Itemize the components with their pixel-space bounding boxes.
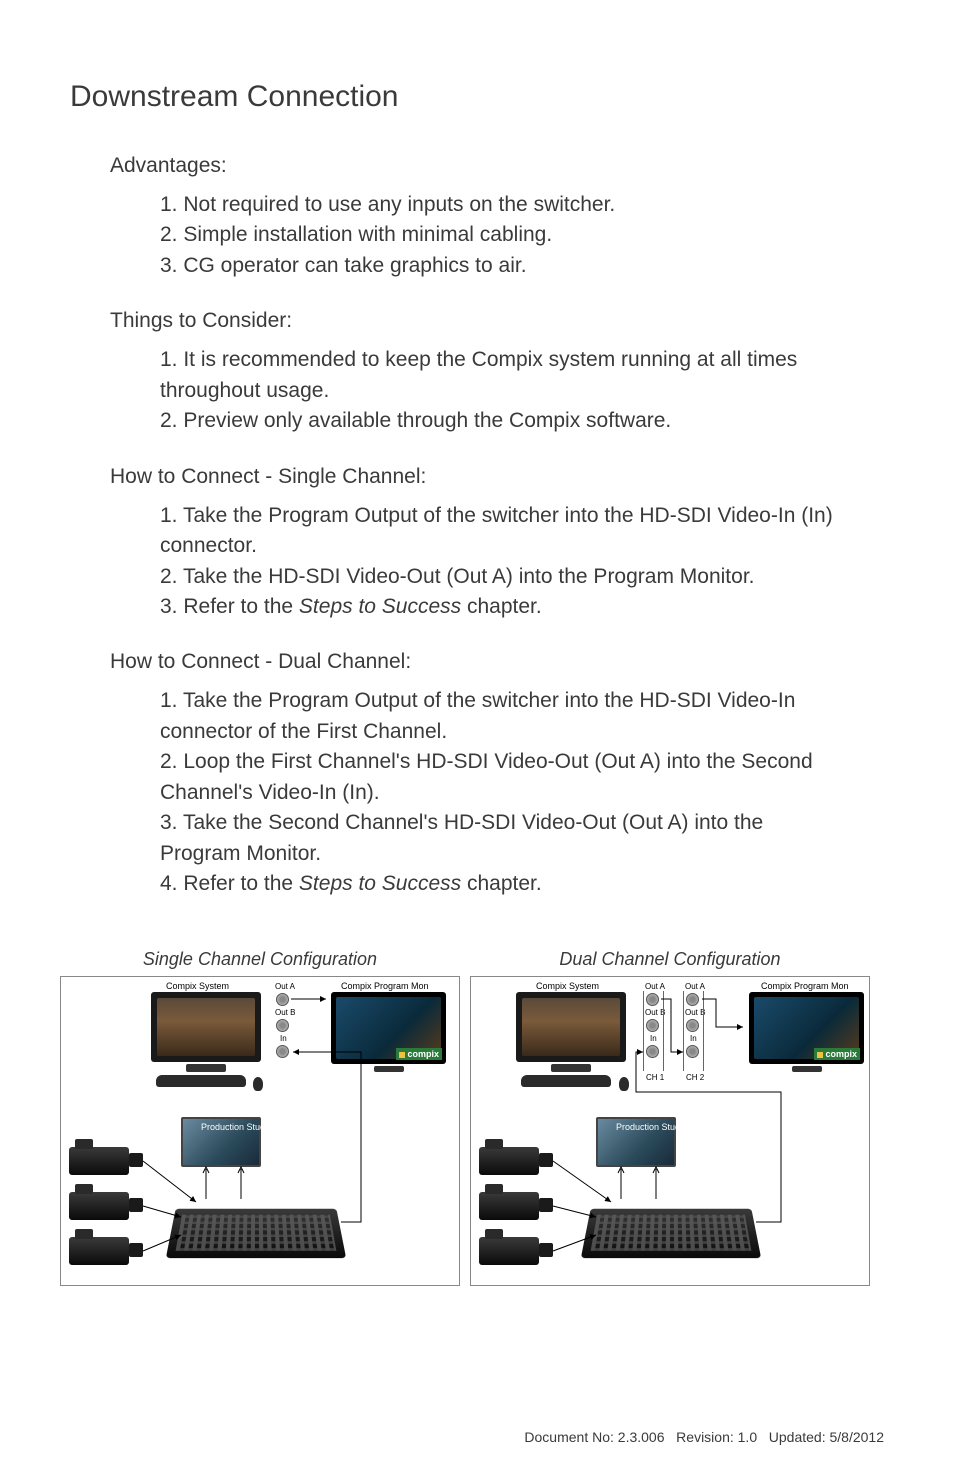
- ch1-out-b: [646, 1019, 659, 1032]
- video-switcher: [166, 1209, 346, 1258]
- ch2-divider-left: [683, 991, 684, 1071]
- ch1-out-a: [646, 993, 659, 1006]
- camera-3: [69, 1237, 129, 1265]
- single-ref: Steps to Success: [299, 595, 461, 618]
- compix-mouse: [253, 1077, 263, 1091]
- footer-revision: Revision: 1.0: [676, 1429, 757, 1445]
- dual-item-4-tail: chapter.: [461, 872, 542, 895]
- program-monitor-d: compix: [749, 992, 864, 1064]
- label-production-studio: Production Studio: [201, 1122, 272, 1132]
- label-production-studio-d: Production Studio: [616, 1122, 687, 1132]
- footer: Document No: 2.3.006 Revision: 1.0 Updat…: [524, 1429, 884, 1445]
- label-ch2-out-a: Out A: [685, 982, 705, 991]
- camera-2: [69, 1192, 129, 1220]
- dual-item-2: 2. Loop the First Channel's HD-SDI Video…: [160, 747, 844, 808]
- advantages-heading: Advantages:: [110, 154, 884, 178]
- label-out-b: Out B: [275, 1008, 295, 1017]
- ch2-divider-right: [703, 991, 704, 1071]
- consider-item-1: 1. It is recommended to keep the Compix …: [160, 345, 844, 406]
- advantages-item-2: 2. Simple installation with minimal cabl…: [160, 220, 884, 250]
- dual-item-3: 3. Take the Second Channel's HD-SDI Vide…: [160, 808, 844, 869]
- compix-keyboard: [156, 1075, 246, 1087]
- label-ch1-in: In: [650, 1034, 657, 1043]
- program-monitor: compix: [331, 992, 446, 1064]
- advantages-item-3: 3. CG operator can take graphics to air.: [160, 251, 884, 281]
- single-diagram-box: Compix System Compix Program Mon Product…: [60, 976, 460, 1286]
- footer-updated: Updated: 5/8/2012: [769, 1429, 884, 1445]
- camera-3-d: [479, 1237, 539, 1265]
- dual-heading: How to Connect - Dual Channel:: [110, 650, 884, 674]
- compix-logo: compix: [396, 1048, 442, 1060]
- compix-system-monitor: [151, 992, 261, 1062]
- single-diagram-col: Single Channel Configuration Compix Syst…: [60, 949, 460, 1286]
- label-ch2: CH 2: [686, 1073, 704, 1082]
- dual-diagram-box: Compix System Compix Program Mon Product…: [470, 976, 870, 1286]
- dual-ref: Steps to Success: [299, 872, 461, 895]
- dual-diagram-col: Dual Channel Configuration Compix System…: [470, 949, 870, 1286]
- single-item-1: 1. Take the Program Output of the switch…: [160, 501, 844, 562]
- ch1-in: [646, 1045, 659, 1058]
- consider-item-2: 2. Preview only available through the Co…: [160, 406, 844, 436]
- dual-item-1: 1. Take the Program Output of the switch…: [160, 686, 844, 747]
- consider-heading: Things to Consider:: [110, 309, 884, 333]
- label-compix-system-d: Compix System: [536, 981, 599, 991]
- compix-mouse-d: [619, 1077, 629, 1091]
- compix-logo-d: compix: [814, 1048, 860, 1060]
- label-ch1: CH 1: [646, 1073, 664, 1082]
- single-item-3-tail: chapter.: [461, 595, 542, 618]
- label-compix-program-mon-d: Compix Program Mon: [761, 981, 849, 991]
- advantages-item-1: 1. Not required to use any inputs on the…: [160, 190, 884, 220]
- ch1-divider-left: [643, 991, 644, 1071]
- label-compix-program-mon: Compix Program Mon: [341, 981, 429, 991]
- diagrams-row: Single Channel Configuration Compix Syst…: [60, 949, 884, 1286]
- label-out-a: Out A: [275, 982, 295, 991]
- video-switcher-d: [581, 1209, 761, 1258]
- dual-item-4: 4. Refer to the Steps to Success chapter…: [160, 869, 844, 899]
- compix-keyboard-d: [521, 1075, 611, 1087]
- single-diagram-title: Single Channel Configuration: [60, 949, 460, 970]
- footer-docno: Document No: 2.3.006: [524, 1429, 664, 1445]
- camera-1-d: [479, 1147, 539, 1175]
- single-item-2: 2. Take the HD-SDI Video-Out (Out A) int…: [160, 562, 844, 592]
- ch1-divider-right: [663, 991, 664, 1071]
- single-item-3: 3. Refer to the Steps to Success chapter…: [160, 592, 844, 622]
- single-item-3-prefix: 3. Refer to the: [160, 595, 299, 618]
- compix-system-monitor-d: [516, 992, 626, 1062]
- connector-in: [276, 1045, 289, 1058]
- label-compix-system: Compix System: [166, 981, 229, 991]
- page-title: Downstream Connection: [70, 80, 884, 114]
- camera-2-d: [479, 1192, 539, 1220]
- label-ch1-out-a: Out A: [645, 982, 665, 991]
- ch2-in: [686, 1045, 699, 1058]
- camera-1: [69, 1147, 129, 1175]
- connector-out-b: [276, 1019, 289, 1032]
- single-heading: How to Connect - Single Channel:: [110, 465, 884, 489]
- dual-item-4-prefix: 4. Refer to the: [160, 872, 299, 895]
- label-ch2-in: In: [690, 1034, 697, 1043]
- dual-diagram-title: Dual Channel Configuration: [470, 949, 870, 970]
- connector-out-a: [276, 993, 289, 1006]
- ch2-out-a: [686, 993, 699, 1006]
- label-in: In: [280, 1034, 287, 1043]
- ch2-out-b: [686, 1019, 699, 1032]
